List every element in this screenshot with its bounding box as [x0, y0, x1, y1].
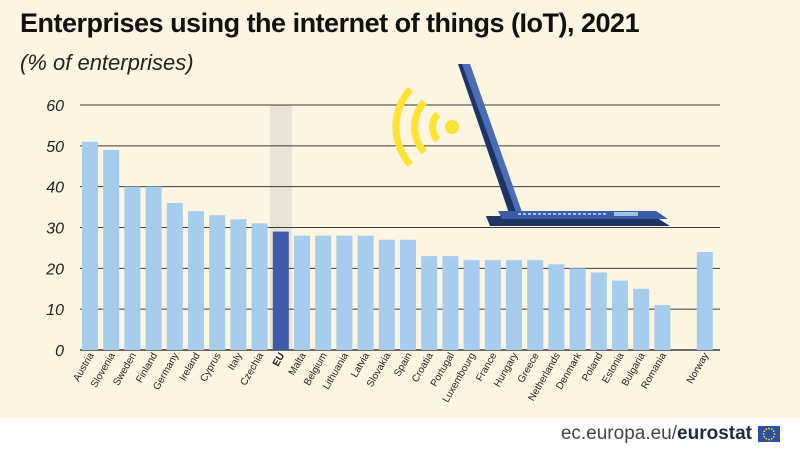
- bar-croatia: [421, 256, 438, 350]
- y-tick-label: 10: [46, 302, 64, 319]
- y-tick-label: 0: [55, 343, 64, 360]
- x-tick-label: Malta: [287, 351, 309, 378]
- source-brand: eurostat: [677, 423, 752, 444]
- x-tick-label: Italy: [226, 351, 245, 372]
- y-tick-label: 60: [46, 98, 64, 115]
- y-tick-label: 50: [46, 139, 64, 156]
- y-tick-label: 40: [46, 180, 64, 197]
- bar-norway: [696, 252, 713, 350]
- bar-cyprus: [209, 215, 226, 350]
- bar-germany: [166, 203, 183, 350]
- bar-portugal: [442, 256, 459, 350]
- bar-lithuania: [336, 235, 353, 350]
- bar-slovenia: [103, 149, 120, 350]
- bar-austria: [82, 141, 98, 350]
- bar-france: [484, 260, 501, 350]
- laptop-icon: [458, 64, 670, 226]
- bar-sweden: [124, 186, 141, 350]
- bar-poland: [590, 272, 607, 350]
- bar-finland: [145, 186, 162, 350]
- bar-romania: [654, 305, 671, 350]
- bar-latvia: [357, 235, 374, 350]
- source-text: ec.europa.eu/eurostat: [561, 423, 752, 445]
- bar-bulgaria: [633, 288, 650, 350]
- bar-luxembourg: [463, 260, 480, 350]
- bar-hungary: [506, 260, 522, 350]
- source-domain: ec.europa.eu/: [560, 423, 678, 444]
- bar-slovakia: [378, 239, 395, 350]
- x-tick-label: Spain: [392, 351, 414, 379]
- source-footer: ec.europa.eu/eurostat: [561, 423, 780, 445]
- bar-denmark: [569, 268, 586, 350]
- eu-flag-icon: [758, 426, 780, 442]
- y-tick-label: 20: [45, 261, 64, 278]
- chart-subtitle: (% of enterprises): [20, 50, 194, 75]
- bar-chart: 0102030405060AustriaSloveniaSwedenFinlan…: [45, 64, 720, 405]
- bar-spain: [400, 239, 416, 350]
- bar-italy: [230, 219, 247, 350]
- bar-netherlands: [548, 264, 565, 350]
- chart-title: Enterprises using the internet of things…: [20, 8, 640, 38]
- bar-greece: [527, 260, 544, 350]
- bar-ireland: [188, 211, 204, 350]
- bar-malta: [294, 235, 310, 350]
- bar-estonia: [612, 280, 628, 350]
- x-tick-label: EU: [271, 351, 287, 369]
- y-tick-label: 30: [46, 221, 64, 238]
- x-tick-label: Norway: [685, 351, 711, 386]
- bar-czechia: [251, 223, 268, 350]
- bar-belgium: [315, 235, 332, 350]
- x-tick-label: Cyprus: [198, 351, 223, 384]
- bar-eu: [272, 231, 289, 350]
- wifi-signal-icon: [392, 86, 459, 168]
